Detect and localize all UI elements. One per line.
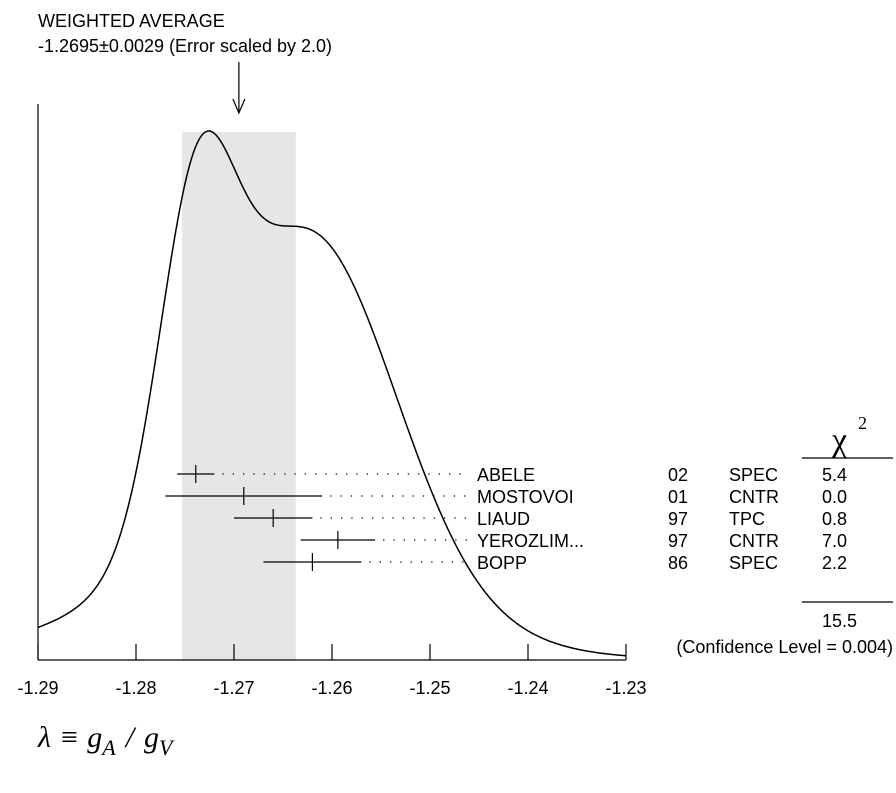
x-axis-ticks — [37, 644, 627, 660]
x-tick-label: -1.23 — [605, 678, 646, 698]
measurement-row: BOPP 86 SPEC 2.2 — [263, 553, 847, 573]
measurement-name: YEROZLIM... — [477, 531, 584, 551]
measurement-year: 97 — [668, 531, 688, 551]
chart-title: WEIGHTED AVERAGE — [38, 11, 225, 31]
measurement-row: YEROZLIM... 97 CNTR 7.0 — [300, 531, 847, 551]
measurement-row: LIAUD 97 TPC 0.8 — [234, 509, 847, 529]
weighted-average-band — [182, 132, 296, 660]
measurement-name: ABELE — [477, 465, 535, 485]
x-tick-label: -1.27 — [213, 678, 254, 698]
x-label-gV-sub: V — [159, 735, 175, 760]
x-tick-label: -1.29 — [17, 678, 58, 698]
weighted-average-arrow-head — [232, 98, 246, 115]
x-tick-label: -1.24 — [507, 678, 548, 698]
chi2-total: 15.5 — [822, 611, 857, 631]
x-label-gA: g — [87, 721, 102, 754]
measurement-technique: TPC — [729, 509, 765, 529]
measurement-row: ABELE 02 SPEC 5.4 — [177, 465, 847, 485]
measurement-year: 97 — [668, 509, 688, 529]
x-label-slash: / — [124, 721, 137, 754]
ideogram-curve — [37, 130, 627, 657]
measurement-year: 86 — [668, 553, 688, 573]
x-tick-label: -1.28 — [115, 678, 156, 698]
x-label-gV: g — [144, 721, 159, 754]
measurement-chi2: 5.4 — [822, 465, 847, 485]
x-axis-tick-labels: -1.29 -1.28 -1.27 -1.26 -1.25 -1.24 -1.23 — [17, 678, 646, 698]
measurement-chi2: 0.8 — [822, 509, 847, 529]
x-label-lambda: λ — [37, 721, 51, 754]
measurement-technique: CNTR — [729, 531, 779, 551]
measurement-name: LIAUD — [477, 509, 530, 529]
measurement-chi2: 2.2 — [822, 553, 847, 573]
measurement-chi2: 7.0 — [822, 531, 847, 551]
measurement-chi2: 0.0 — [822, 487, 847, 507]
measurement-row: MOSTOVOI 01 CNTR 0.0 — [165, 487, 847, 507]
x-label-equiv: ≡ — [59, 721, 79, 754]
x-axis-label: λ ≡ gA / gV — [37, 721, 175, 760]
measurement-name: BOPP — [477, 553, 527, 573]
measurements-group: ABELE 02 SPEC 5.4 MOSTOVOI 01 CNTR 0.0 LIAUD 97 TP… — [165, 465, 847, 573]
measurement-technique: SPEC — [729, 465, 778, 485]
chart-subtitle: -1.2695±0.0029 (Error scaled by 2.0) — [38, 36, 332, 56]
x-tick-label: -1.25 — [409, 678, 450, 698]
x-tick-label: -1.26 — [311, 678, 352, 698]
measurement-year: 02 — [668, 465, 688, 485]
chi2-header-symbol: χ — [831, 422, 847, 459]
chi2-header-power: 2 — [858, 413, 867, 433]
x-label-gA-sub: A — [100, 735, 116, 760]
measurement-year: 01 — [668, 487, 688, 507]
measurement-technique: SPEC — [729, 553, 778, 573]
measurement-technique: CNTR — [729, 487, 779, 507]
confidence-level: (Confidence Level = 0.004) — [676, 637, 893, 657]
measurement-name: MOSTOVOI — [477, 487, 574, 507]
